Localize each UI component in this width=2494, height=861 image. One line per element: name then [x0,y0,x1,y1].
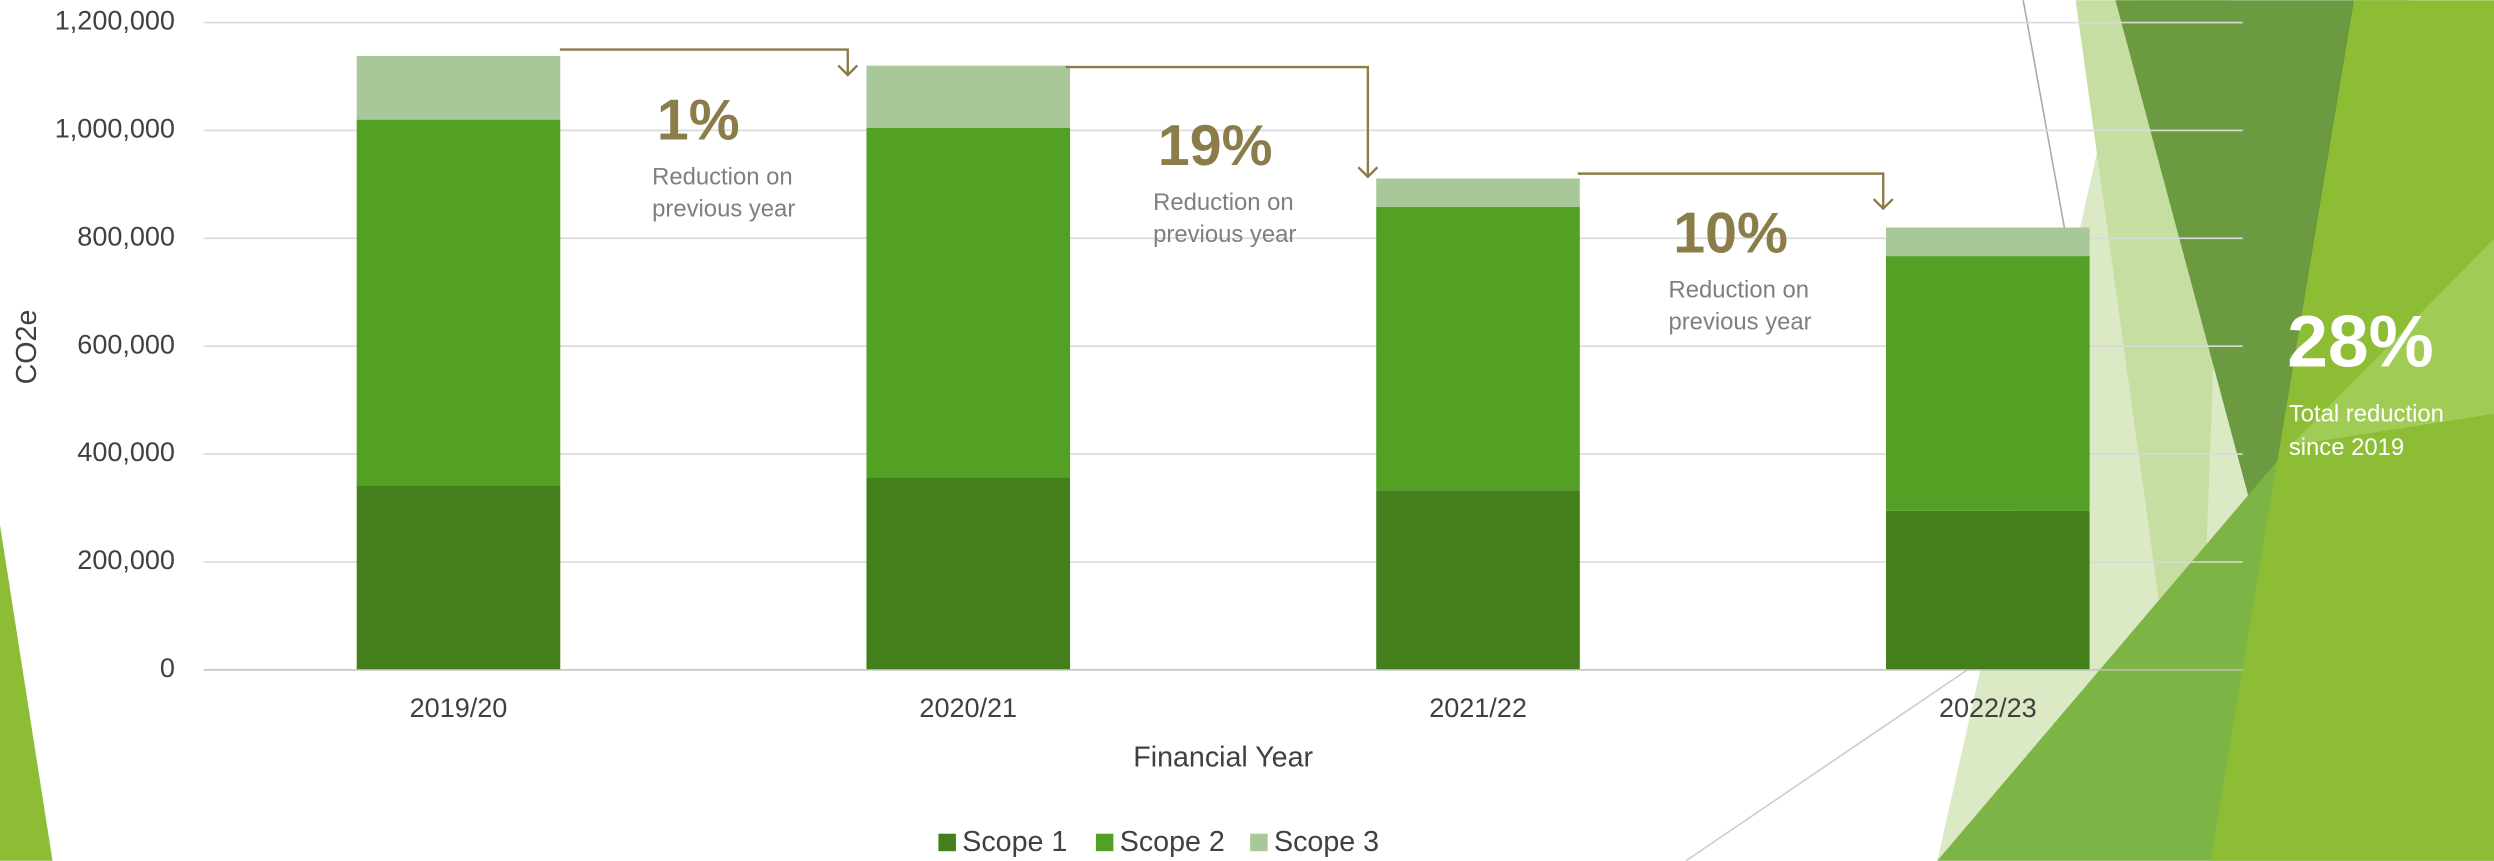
annotation-text: previous year [652,196,795,223]
bar-segment [1886,256,2090,511]
annotation-value: 1% [657,88,740,152]
bar-segment [356,55,561,120]
x-tick-label: 2021/22 [1429,693,1527,723]
y-tick-label: 800,000 [77,221,175,251]
legend-label: Scope 3 [1274,826,1379,858]
bar-segment [1886,510,2090,670]
y-axis-title: CO2e [11,310,43,385]
annotation-text: Reduction on [1153,189,1294,216]
x-tick-label: 2020/21 [919,693,1017,723]
arrow [1577,172,1894,211]
y-tick-label: 1,000,000 [55,114,175,144]
y-tick-label: 1,200,000 [55,6,175,36]
bar-segment [866,127,1071,478]
x-axis-title: Financial Year [1133,742,1313,774]
annotation-value: 19% [1158,114,1273,178]
arrow [559,48,859,77]
bar-segment [1376,207,1580,491]
bar-segment [866,477,1071,670]
annotation-text: previous year [1668,308,1811,335]
total-text: since 2019 [2289,434,2404,461]
bar-segment [356,119,561,486]
plot-area [203,21,2243,670]
bar-segment [1376,178,1580,208]
annotation-text: Reduction on [1668,277,1809,304]
bar-segment [356,485,561,670]
x-tick-label: 2019/20 [410,693,508,723]
y-tick-label: 200,000 [77,545,175,575]
bar-segment [866,65,1071,128]
y-tick-label: 600,000 [77,329,175,359]
legend-swatch [1095,833,1114,852]
legend-label: Scope 1 [962,826,1067,858]
total-value: 28% [2287,300,2433,382]
y-tick-label: 400,000 [77,437,175,467]
legend-swatch [938,833,956,852]
x-tick-label: 2022/23 [1939,693,2037,723]
legend-swatch [1250,833,1268,852]
bar-segment [1376,490,1580,670]
annotation-text: previous year [1153,221,1296,248]
legend-label: Scope 2 [1120,826,1225,858]
total-text: Total reduction [2289,401,2444,428]
arrow [1065,65,1379,179]
annotation-value: 10% [1673,201,1788,265]
y-tick-label: 0 [160,653,175,683]
annotation-text: Reduction on [652,164,793,191]
bar-segment [1886,227,2090,257]
